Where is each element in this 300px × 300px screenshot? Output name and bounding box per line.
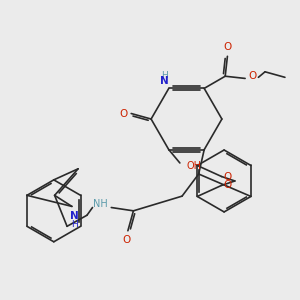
- Text: NH: NH: [93, 199, 108, 209]
- Text: O: O: [119, 109, 128, 118]
- Text: O: O: [223, 172, 231, 182]
- Text: H: H: [71, 220, 77, 229]
- Text: O: O: [223, 180, 231, 190]
- Text: O: O: [223, 43, 232, 52]
- Text: O: O: [123, 235, 131, 244]
- Text: N: N: [70, 212, 79, 221]
- Text: OH: OH: [187, 161, 202, 171]
- Text: N: N: [160, 76, 169, 85]
- Text: O: O: [249, 71, 257, 81]
- Text: H: H: [161, 70, 168, 80]
